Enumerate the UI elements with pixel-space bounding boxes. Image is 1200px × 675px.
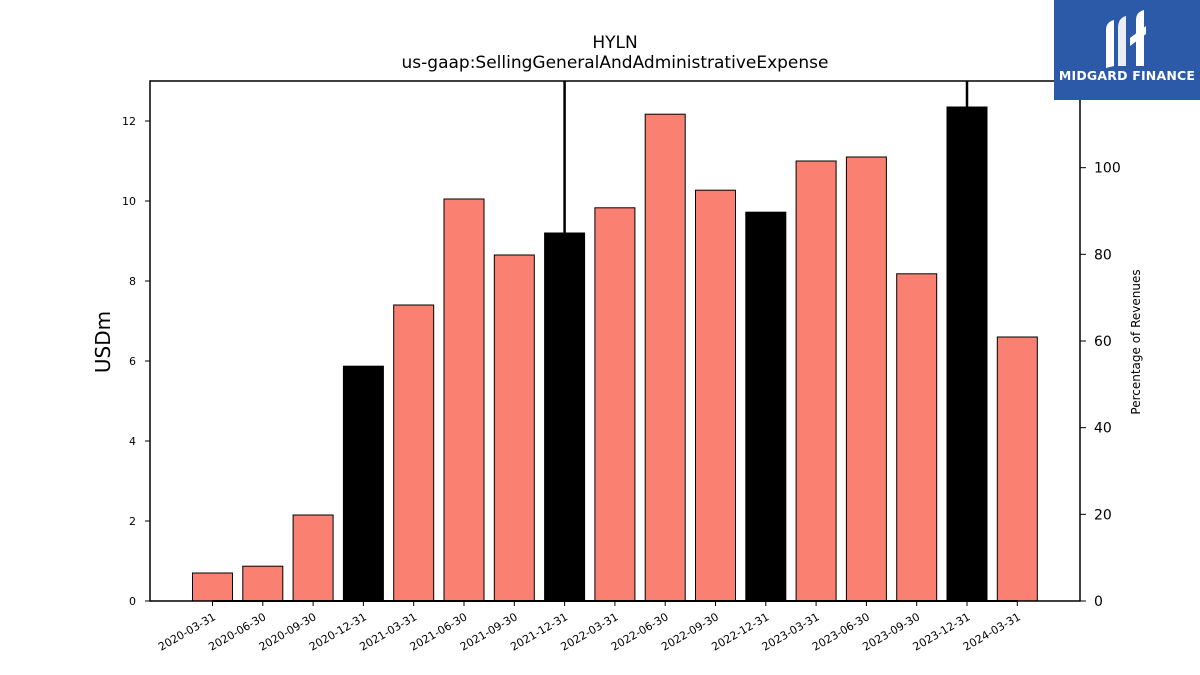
y2-tick-label: 60 bbox=[1094, 334, 1112, 350]
y2-tick-label: 0 bbox=[1094, 594, 1103, 610]
y-tick-label: 0 bbox=[129, 595, 136, 608]
bar-2023-06-30 bbox=[845, 156, 887, 602]
y-tick-label: 4 bbox=[129, 435, 136, 448]
brand-name: MIDGARD FINANCE bbox=[1058, 68, 1196, 83]
bar-2023-09-30 bbox=[896, 273, 938, 602]
chart-title: HYLN bbox=[592, 33, 637, 53]
bar-2021-03-31 bbox=[393, 304, 435, 602]
bar-2022-06-30 bbox=[644, 113, 686, 602]
bar-2023-12-31 bbox=[946, 106, 988, 602]
bar-2024-03-31 bbox=[996, 336, 1038, 602]
y2-tick-label: 100 bbox=[1094, 161, 1121, 177]
bar-2020-12-31 bbox=[342, 365, 384, 602]
y-tick-label: 6 bbox=[129, 355, 136, 368]
bar-2023-03-31 bbox=[795, 160, 837, 602]
bar-2020-03-31 bbox=[192, 572, 233, 602]
bar-2020-06-30 bbox=[242, 565, 284, 602]
y-tick-label: 12 bbox=[122, 115, 136, 128]
bar-2022-09-30 bbox=[695, 189, 736, 602]
y2-tick-label: 20 bbox=[1094, 507, 1112, 523]
bars-layer bbox=[192, 106, 1038, 602]
y-axis-label: USDm bbox=[91, 311, 115, 373]
bar-2021-06-30 bbox=[443, 198, 485, 602]
y2-axis-label: Percentage of Revenues bbox=[1129, 269, 1143, 414]
midgard-logo-icon bbox=[1106, 10, 1146, 68]
brand-logo: MIDGARD FINANCE bbox=[1054, 0, 1200, 100]
y2-tick-label: 80 bbox=[1094, 247, 1112, 263]
x-tick-label: 2024-03-31 bbox=[961, 610, 1023, 653]
bar-2021-12-31 bbox=[544, 232, 586, 602]
bar-2021-09-30 bbox=[493, 254, 535, 602]
bar-2022-12-31 bbox=[745, 211, 787, 602]
chart-subtitle: us-gaap:SellingGeneralAndAdministrativeE… bbox=[402, 53, 829, 73]
y2-tick-label: 40 bbox=[1094, 421, 1112, 437]
bar-2022-03-31 bbox=[594, 207, 636, 602]
y-tick-label: 2 bbox=[129, 515, 136, 528]
y-tick-label: 8 bbox=[129, 275, 136, 288]
bar-2020-09-30 bbox=[292, 514, 334, 602]
y-tick-label: 10 bbox=[122, 195, 136, 208]
